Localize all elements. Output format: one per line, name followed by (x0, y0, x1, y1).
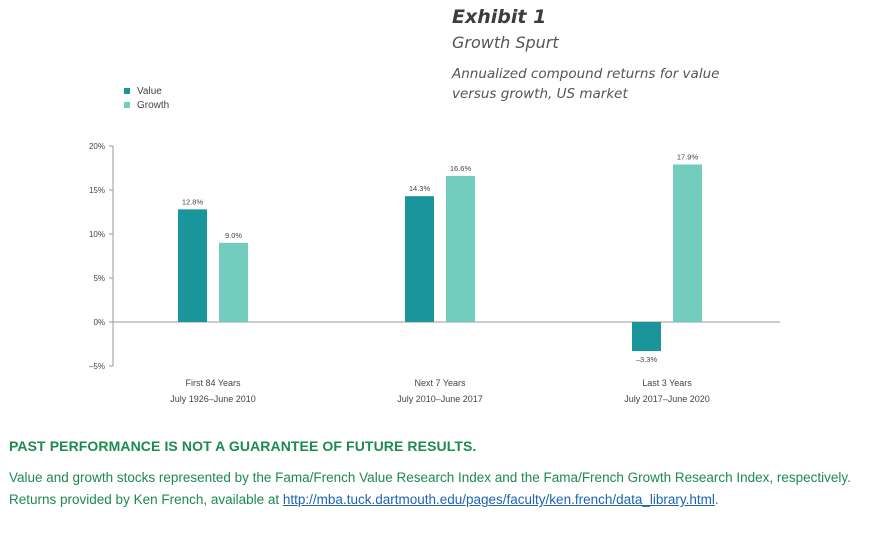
x-tick-label: Next 7 Years (414, 378, 466, 388)
y-tick-label: 0% (93, 318, 105, 327)
y-tick-label: 20% (89, 142, 105, 151)
legend-swatch-value (124, 88, 130, 94)
y-tick-label: –5% (89, 362, 105, 371)
y-tick-label: 10% (89, 230, 105, 239)
x-tick-sublabel: July 2010–June 2017 (397, 394, 483, 404)
legend-label-value: Value (137, 85, 162, 97)
bar-growth (446, 175, 475, 322)
bar-growth (219, 242, 248, 322)
bar-chart: 20% 15% 10% 5% 0% –5% 12.8% 9.0% First 84 Years J… (89, 142, 780, 404)
data-label: 17.9% (677, 152, 699, 161)
y-tick-label: 15% (89, 186, 105, 195)
chart-description: Annualized compound returns for value ve… (452, 66, 720, 102)
legend-item-growth: Growth (124, 98, 169, 112)
data-label: 12.8% (182, 197, 204, 206)
data-label: 14.3% (409, 184, 431, 193)
bar-value (405, 196, 434, 322)
data-library-link[interactable]: http://mba.tuck.dartmouth.edu/pages/facu… (282, 492, 715, 507)
legend-label-growth: Growth (137, 99, 170, 111)
chart-subtitle: Growth Spurt (452, 33, 559, 52)
source-note-end: . (714, 492, 719, 507)
bar-value (178, 209, 207, 322)
bar-growth (673, 164, 702, 322)
x-tick-sublabel: July 2017–June 2020 (624, 394, 710, 404)
legend-swatch-growth (124, 102, 130, 108)
bar-value (632, 322, 661, 352)
x-tick-sublabel: July 1926–June 2010 (170, 394, 256, 404)
exhibit-title: Exhibit 1 (452, 6, 547, 28)
legend: Value Growth (124, 84, 169, 112)
x-tick-label: First 84 Years (185, 378, 241, 388)
data-label: –3.3% (636, 355, 658, 364)
y-tick-label: 5% (93, 274, 105, 283)
source-note: Value and growth stocks represented by t… (9, 467, 879, 511)
x-tick-label: Last 3 Years (642, 378, 692, 388)
legend-item-value: Value (124, 84, 169, 98)
data-label: 16.6% (450, 164, 472, 173)
source-note-text: Value and growth stocks represented by t… (9, 470, 851, 507)
performance-warning: PAST PERFORMANCE IS NOT A GUARANTEE OF F… (9, 438, 477, 454)
data-label: 9.0% (225, 231, 242, 240)
